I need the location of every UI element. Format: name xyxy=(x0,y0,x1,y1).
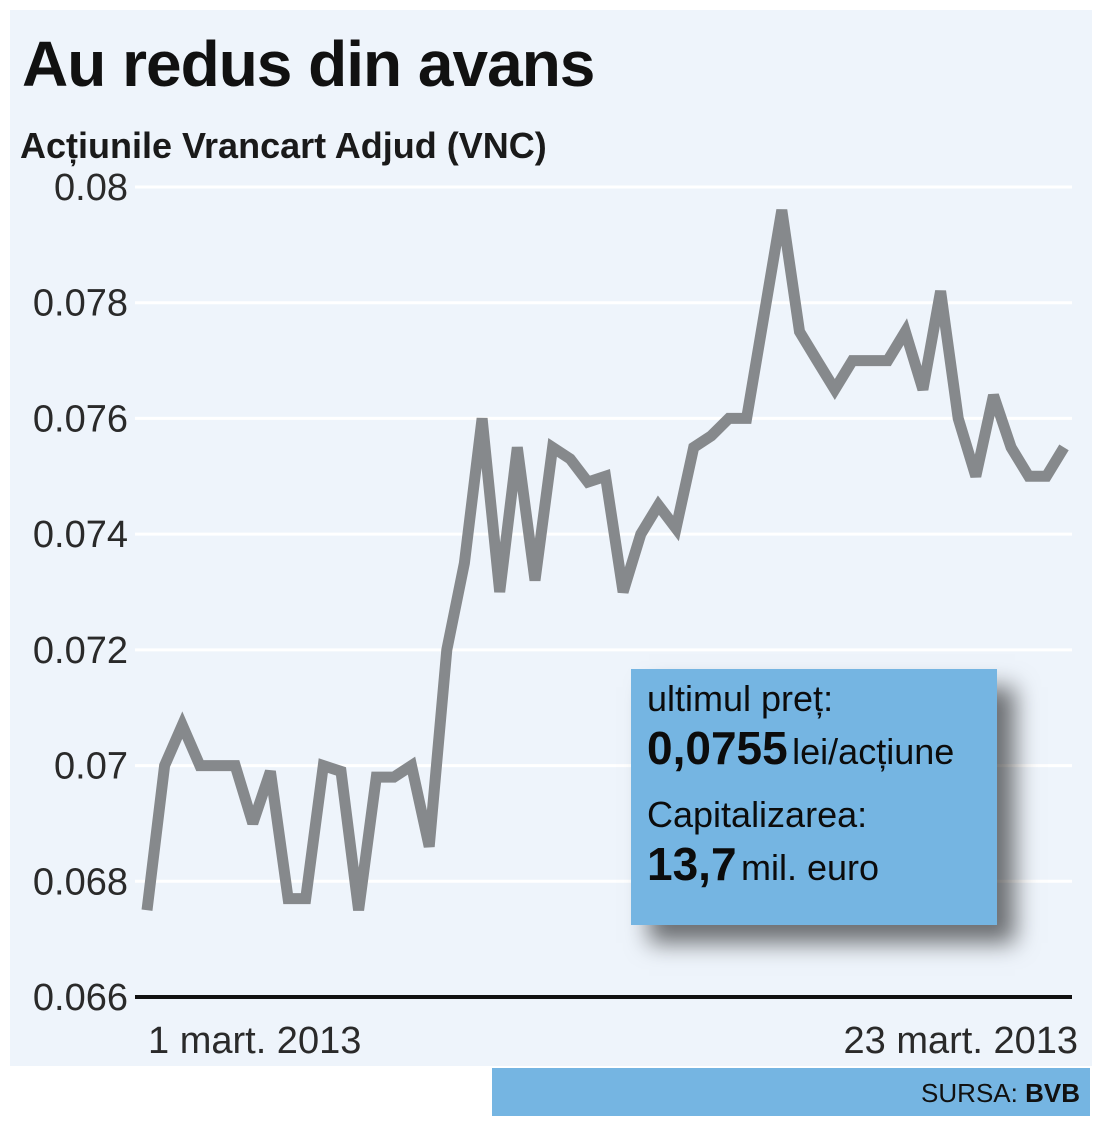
series-group xyxy=(141,209,1069,911)
last-price-unit: lei/acțiune xyxy=(792,731,955,772)
source-bar: SURSA: BVB xyxy=(492,1068,1090,1116)
source-credit: SURSA: BVB xyxy=(921,1080,1080,1106)
series-line-vnc xyxy=(141,209,1069,911)
last-price-row: 0,0755 lei/acțiune xyxy=(647,725,954,771)
capitalization-value: 13,7 xyxy=(647,838,737,890)
y-tick-label: 0.076 xyxy=(33,398,128,440)
y-tick-label: 0.066 xyxy=(33,977,128,1019)
x-label-end: 23 mart. 2013 xyxy=(844,1020,1078,1062)
capitalization-label: Capitalizarea: xyxy=(647,794,868,835)
y-tick-label: 0.08 xyxy=(54,167,128,209)
info-box: ultimul preț: 0,0755 lei/acțiune Capital… xyxy=(631,669,997,925)
chart-title: Au redus din avans xyxy=(22,28,595,100)
capitalization-row: 13,7 mil. euro xyxy=(647,841,879,887)
chart-subtitle: Acțiunile Vrancart Adjud (VNC) xyxy=(20,125,547,166)
x-axis-labels: 1 mart. 2013 23 mart. 2013 xyxy=(148,1020,1078,1062)
y-tick-label: 0.078 xyxy=(33,283,128,325)
y-tick-label: 0.074 xyxy=(33,514,128,556)
grid-lines xyxy=(135,185,1072,999)
y-tick-label: 0.068 xyxy=(33,861,128,903)
source-name: BVB xyxy=(1025,1078,1080,1108)
last-price-label: ultimul preț: xyxy=(647,678,834,719)
x-label-start: 1 mart. 2013 xyxy=(148,1020,361,1062)
y-axis-ticks: 0.08 0.078 0.076 0.074 0.072 0.07 0.068 0.066 xyxy=(33,167,128,1019)
y-tick-label: 0.07 xyxy=(54,746,128,788)
source-prefix: SURSA: xyxy=(921,1078,1018,1108)
capitalization-unit: mil. euro xyxy=(740,847,880,888)
y-tick-label: 0.072 xyxy=(33,630,128,672)
last-price-value: 0,0755 xyxy=(647,722,788,774)
